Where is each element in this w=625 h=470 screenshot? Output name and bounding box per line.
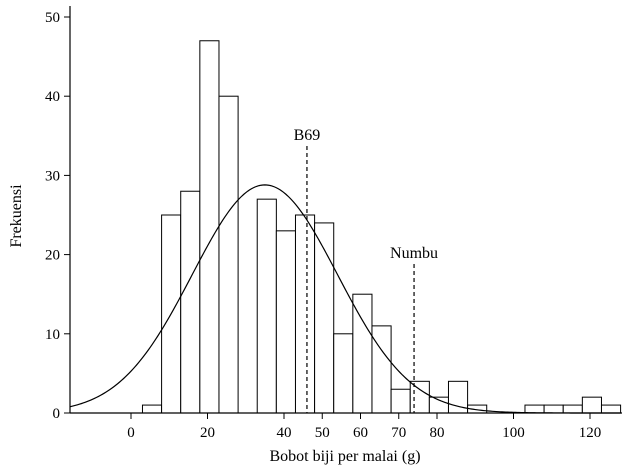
y-tick-label: 40 [45,89,60,105]
x-tick-label: 100 [502,425,525,441]
y-tick-label: 30 [45,168,60,184]
y-tick-label: 50 [45,10,60,26]
histogram-bar [275,230,296,414]
x-tick-label: 20 [200,425,215,441]
histogram-bar [314,222,335,414]
histogram-bar [524,404,545,414]
reference-line-label: B69 [294,127,321,144]
histogram-bar [180,190,201,414]
histogram-bar [409,380,430,414]
x-tick-label: 80 [430,425,445,441]
histogram-bar [562,404,583,414]
y-tick-label: 10 [45,327,60,343]
x-tick-label: 0 [127,425,135,441]
histogram-bar [581,396,602,414]
x-tick-label: 60 [353,425,368,441]
histogram-bar [390,388,411,414]
axes-group: 0 10 20 30 40 50 0 20 40 50 60 70 80 100 120 [45,6,622,441]
histogram-bar [371,325,392,414]
histogram-bar [141,404,163,414]
histogram-bar [199,40,220,414]
histogram-bar [294,214,316,414]
x-tick-label: 120 [579,425,602,441]
y-axis-title: Frekuensi [8,184,25,248]
y-tick-label: 20 [45,248,60,264]
y-tick-label: 0 [53,406,61,422]
x-tick-label: 40 [277,425,292,441]
histogram-bar [352,293,373,414]
reference-line-label: Numbu [390,245,438,262]
histogram-bar [600,404,622,414]
histogram-bar [333,333,354,414]
reference-lines-group: B69 Numbu [294,127,438,413]
histogram-bar [543,404,564,414]
bars-group [141,40,622,414]
x-tick-label: 70 [391,425,406,441]
histogram-bar [218,95,239,414]
x-axis-title: Bobot biji per malai (g) [269,448,420,465]
x-tick-label: 50 [315,425,330,441]
histogram-bar [256,198,277,414]
